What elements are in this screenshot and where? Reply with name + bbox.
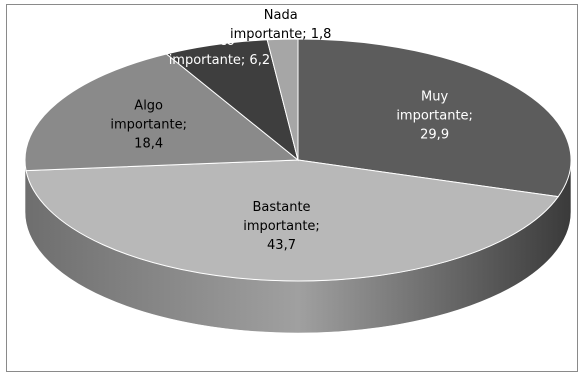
pie-chart: Muy importante; 29,9 Bastante importante; 43,… (24, 8, 572, 334)
pie-slice-nada-importante (266, 38, 299, 161)
pie-slice-algo-importante (24, 53, 300, 172)
data-label-poco-importante: Poco importante; 6,2 (169, 34, 270, 68)
data-label-muy-importante: Muy importante; 29,9 (396, 90, 473, 143)
chart-area: Muy importante; 29,9 Bastante importante; 43,… (6, 4, 578, 372)
data-label-bastante-importante: Bastante importante; 43,7 (243, 200, 320, 253)
pie-labels: Muy importante; 29,9 Bastante importante; 43,… (110, 8, 473, 253)
pie-slice-muy-importante (297, 38, 572, 198)
pie-slice-bastante-importante (25, 159, 560, 282)
data-label-algo-importante: Algo importante; 18,4 (110, 99, 187, 152)
data-label-nada-importante: Nada importante; 1,8 (230, 8, 331, 42)
pie-slices (24, 38, 572, 282)
